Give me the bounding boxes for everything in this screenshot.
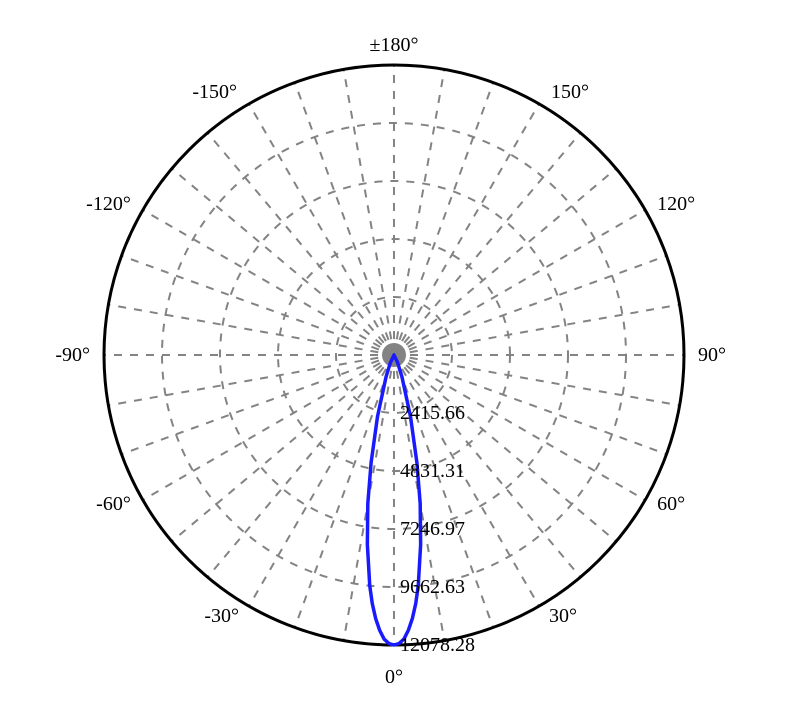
angle-label: 60° xyxy=(657,493,685,515)
angle-label: 90° xyxy=(698,344,726,366)
radial-value-label: 4831.31 xyxy=(400,460,465,482)
radial-value-label: 7246.97 xyxy=(400,518,465,540)
angle-label: 30° xyxy=(549,605,577,627)
radial-value-label: 12078.28 xyxy=(400,634,475,656)
angle-label: 0° xyxy=(385,666,403,688)
angle-label: -120° xyxy=(86,193,131,215)
angle-label: -60° xyxy=(96,493,131,515)
polar-chart: 2415.66 4831.31 7246.97 9662.63 12078.28 ±180… xyxy=(0,0,787,716)
angle-label: ±180° xyxy=(370,34,419,56)
angle-label: -90° xyxy=(55,344,90,366)
radial-value-label: 2415.66 xyxy=(400,402,465,424)
radial-value-label: 9662.63 xyxy=(400,576,465,598)
angle-label: 120° xyxy=(657,193,695,215)
angle-label: -30° xyxy=(204,605,239,627)
angle-label: 150° xyxy=(551,81,589,103)
angle-label: -150° xyxy=(192,81,237,103)
